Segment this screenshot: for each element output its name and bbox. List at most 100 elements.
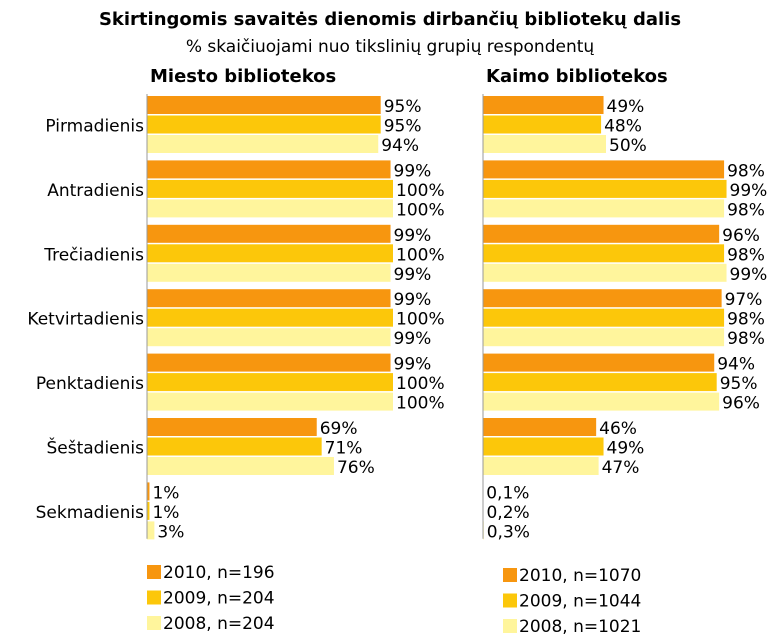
legend-swatch <box>503 568 517 582</box>
data-label: 100% <box>396 374 445 394</box>
chart-title: Skirtingomis savaitės dienomis dirbančių… <box>99 9 681 30</box>
y-tick-label: Ketvirtadienis <box>27 310 144 330</box>
data-label: 46% <box>599 419 637 439</box>
bar <box>483 392 720 411</box>
data-label: 99% <box>394 226 432 246</box>
legend-label: 2008, n=1021 <box>519 617 641 634</box>
data-label: 49% <box>607 439 645 459</box>
bar <box>147 199 393 218</box>
data-label: 96% <box>722 394 760 414</box>
data-label: 1% <box>152 503 179 523</box>
data-label: 98% <box>727 161 765 181</box>
data-label: 99% <box>394 290 432 310</box>
data-label: 3% <box>157 522 184 542</box>
data-label: 50% <box>609 136 647 156</box>
data-label: 0,1% <box>486 483 529 503</box>
bar <box>147 457 334 475</box>
legend-swatch <box>147 590 161 605</box>
data-label: 0,2% <box>486 503 529 523</box>
bar <box>147 482 150 501</box>
data-label: 100% <box>396 200 445 220</box>
data-label: 69% <box>320 419 358 439</box>
legend-swatch <box>503 619 517 633</box>
legend-swatch <box>147 565 161 579</box>
bar <box>147 135 379 153</box>
data-label: 76% <box>337 458 375 478</box>
data-label: 48% <box>604 117 642 137</box>
data-label: 49% <box>607 97 645 117</box>
panel-title: Miesto bibliotekos <box>150 66 336 87</box>
y-tick-label: Antradienis <box>47 181 144 201</box>
data-label: 94% <box>381 136 419 156</box>
bar <box>483 353 715 372</box>
data-label: 96% <box>722 226 760 246</box>
y-tick-label: Šeštadienis <box>46 437 144 459</box>
bar <box>483 457 599 475</box>
data-label: 47% <box>602 458 640 478</box>
bar <box>147 160 391 179</box>
bar <box>483 308 725 327</box>
bar <box>483 328 725 347</box>
bar <box>147 353 391 372</box>
bar <box>147 96 381 114</box>
chart-subtitle: % skaičiuojami nuo tikslinių grupių resp… <box>186 37 595 57</box>
bar <box>483 437 604 456</box>
data-label: 99% <box>394 355 432 375</box>
bar <box>483 96 604 114</box>
bar <box>147 289 391 308</box>
bar <box>147 392 393 411</box>
legend-label: 2010, n=196 <box>163 563 275 583</box>
bar <box>483 115 602 134</box>
bar <box>147 308 393 327</box>
bar <box>483 224 720 243</box>
bar <box>483 160 725 179</box>
bar <box>483 244 725 263</box>
bar <box>147 179 393 198</box>
bar <box>147 244 393 263</box>
bar <box>147 224 391 243</box>
bar <box>147 521 155 540</box>
data-label: 95% <box>384 97 422 117</box>
data-label: 99% <box>730 181 768 201</box>
bar <box>483 199 725 218</box>
legend-swatch <box>503 593 517 608</box>
bar <box>147 418 317 436</box>
bar <box>483 263 727 282</box>
legend-label: 2009, n=204 <box>163 589 275 609</box>
bar <box>483 373 717 392</box>
data-label: 99% <box>730 265 768 285</box>
data-label: 98% <box>727 200 765 220</box>
data-label: 100% <box>396 394 445 414</box>
bar <box>147 263 391 282</box>
data-label: 97% <box>725 290 763 310</box>
bar <box>147 437 322 456</box>
data-label: 100% <box>396 310 445 330</box>
data-label: 1% <box>152 483 179 503</box>
panel-title: Kaimo bibliotekos <box>486 66 668 87</box>
legend-label: 2010, n=1070 <box>519 566 641 586</box>
data-label: 94% <box>717 355 755 375</box>
bar <box>147 501 150 520</box>
bar <box>147 328 391 347</box>
y-tick-label: Sekmadienis <box>36 503 145 523</box>
data-label: 99% <box>394 329 432 349</box>
data-label: 95% <box>720 374 758 394</box>
data-label: 100% <box>396 245 445 265</box>
bar <box>147 373 393 392</box>
data-label: 98% <box>727 245 765 265</box>
data-label: 98% <box>727 310 765 330</box>
legend-swatch <box>147 616 161 630</box>
data-label: 100% <box>396 181 445 201</box>
y-tick-label: Penktadienis <box>36 374 144 394</box>
bar <box>483 135 606 153</box>
data-label: 95% <box>384 117 422 137</box>
bar <box>483 289 722 308</box>
data-label: 98% <box>727 329 765 349</box>
bar <box>147 115 381 134</box>
data-label: 0,3% <box>487 522 530 542</box>
legend-label: 2009, n=1044 <box>519 592 641 612</box>
y-tick-label: Trečiadienis <box>43 245 144 265</box>
data-label: 99% <box>394 265 432 285</box>
data-label: 99% <box>394 161 432 181</box>
